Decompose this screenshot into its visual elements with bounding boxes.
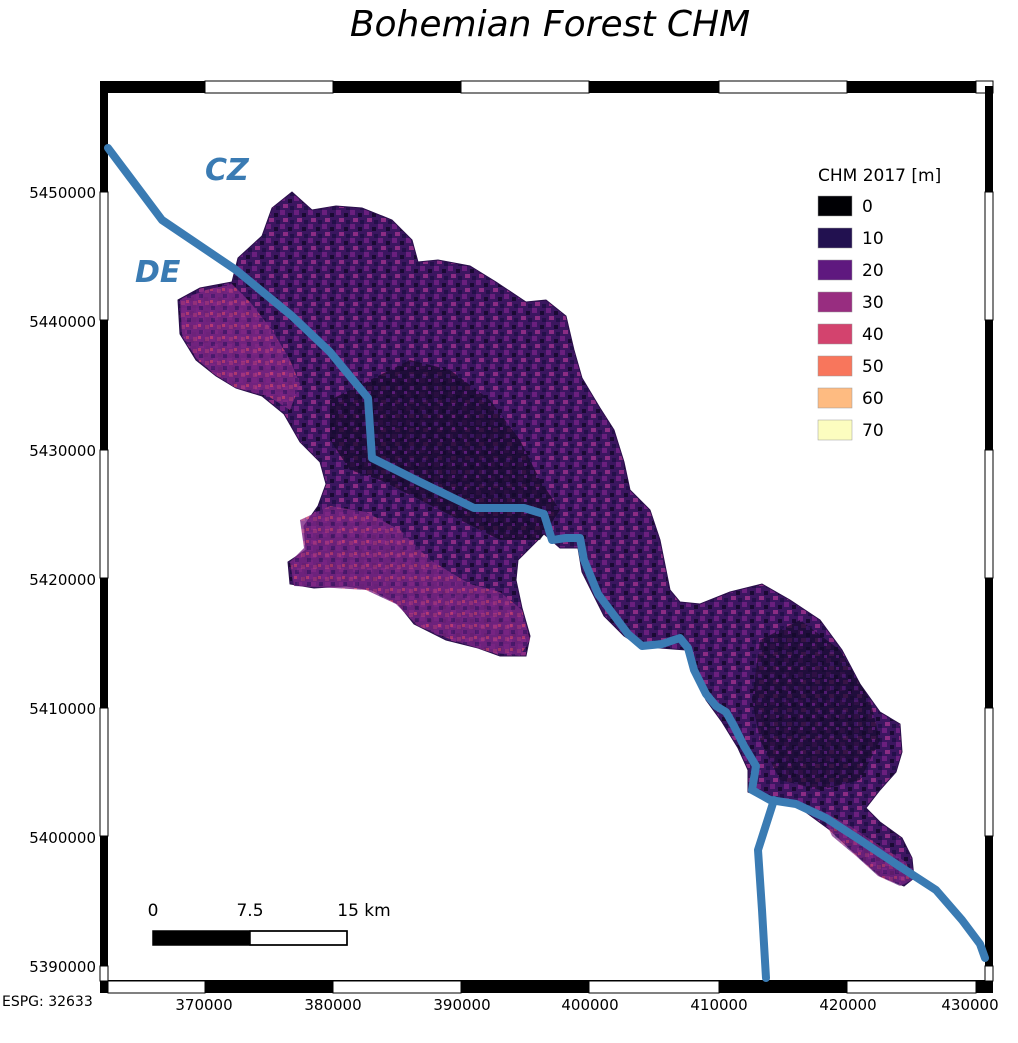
x-tick-label: 430000 [941, 996, 998, 1014]
scale-label-mid: 7.5 [236, 901, 263, 921]
scale-label-end: 15 km [337, 901, 390, 921]
legend-swatch [817, 419, 853, 441]
x-tick-label: 370000 [175, 996, 232, 1014]
x-tick-label: 390000 [433, 996, 490, 1014]
legend-swatch [817, 387, 853, 409]
y-tick-label: 5410000 [29, 700, 96, 718]
y-tick-label: 5400000 [29, 829, 96, 847]
y-tick-label: 5440000 [29, 313, 96, 331]
x-tick-label: 420000 [819, 996, 876, 1014]
frame-border-bottom [100, 980, 993, 994]
country-label-de: DE [135, 255, 181, 290]
border-line-branch [754, 796, 778, 982]
legend-swatch [817, 323, 853, 345]
legend-label: 50 [862, 357, 884, 377]
legend: CHM 2017 [m] 0 10 20 30 40 50 60 70 [817, 166, 941, 441]
map-title: Bohemian Forest CHM [349, 4, 751, 45]
x-axis: 370000 380000 390000 400000 410000 42000… [175, 996, 998, 1014]
forest-patch-dark-southeast [752, 620, 880, 790]
legend-label: 30 [862, 293, 884, 313]
legend-title: CHM 2017 [m] [818, 166, 941, 186]
legend-swatch [817, 259, 853, 281]
scale-bar-segment-dark [153, 931, 250, 945]
y-tick-label: 5430000 [29, 442, 96, 460]
legend-label: 20 [862, 261, 884, 281]
legend-label: 0 [862, 197, 873, 217]
forest-patch-dark-core [330, 360, 560, 540]
border-line-main [104, 144, 989, 962]
legend-label: 60 [862, 389, 884, 409]
legend-swatch [817, 355, 853, 377]
x-tick-label: 410000 [690, 996, 747, 1014]
legend-label: 70 [862, 421, 884, 441]
legend-swatch [817, 195, 853, 217]
forest-patch-light-south [290, 506, 530, 656]
frame-border-top [100, 80, 994, 94]
scale-label-start: 0 [148, 901, 159, 921]
x-tick-label: 400000 [561, 996, 618, 1014]
frame-border-right [984, 86, 994, 982]
y-tick-label: 5390000 [29, 958, 96, 976]
frame-border-left [99, 86, 109, 982]
y-axis: 5450000 5440000 5430000 5420000 5410000 … [29, 184, 96, 976]
y-tick-label: 5420000 [29, 571, 96, 589]
legend-label: 10 [862, 229, 884, 249]
y-tick-label: 5450000 [29, 184, 96, 202]
scale-bar: 0 7.5 15 km [148, 901, 391, 946]
scale-bar-segment-light [249, 930, 348, 946]
forest-patch-light-west [180, 284, 300, 410]
x-tick-label: 380000 [304, 996, 361, 1014]
country-label-cz: CZ [205, 153, 250, 188]
legend-swatch [817, 227, 853, 249]
legend-swatch [817, 291, 853, 313]
legend-label: 40 [862, 325, 884, 345]
country-border [104, 144, 989, 982]
crs-label: ESPG: 32633 [2, 994, 93, 1010]
